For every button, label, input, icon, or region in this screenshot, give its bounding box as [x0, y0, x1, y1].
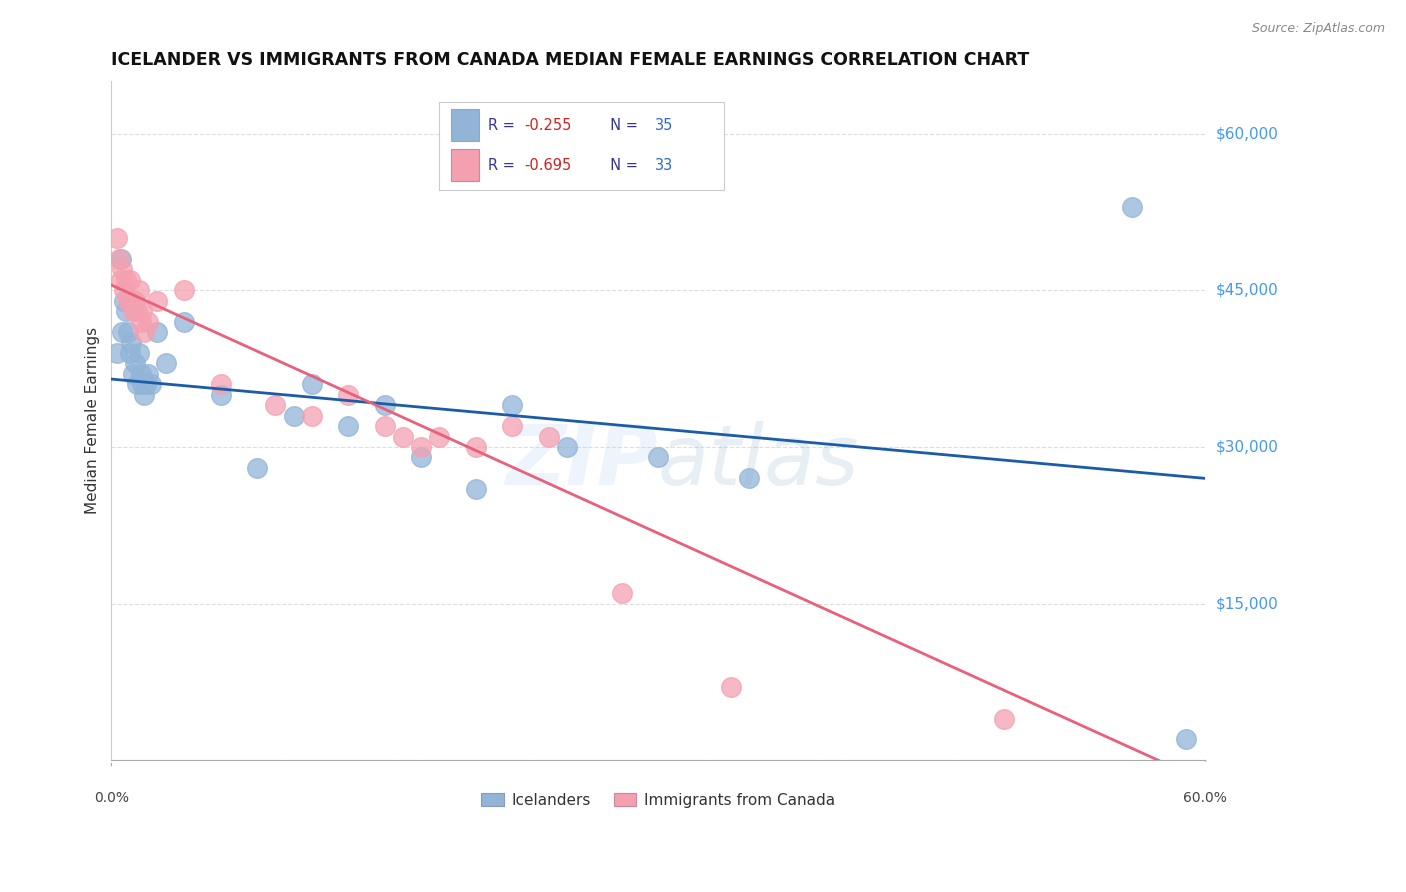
Text: ZIP: ZIP [505, 421, 658, 502]
Point [112, 293, 135, 308]
Point [392, 429, 415, 443]
Point [125, 377, 148, 392]
Point [173, 315, 195, 329]
Text: ICELANDER VS IMMIGRANTS FROM CANADA MEDIAN FEMALE EARNINGS CORRELATION CHART: ICELANDER VS IMMIGRANTS FROM CANADA MEDI… [111, 51, 1029, 69]
Point [122, 304, 145, 318]
Point [129, 367, 152, 381]
Point [120, 293, 142, 308]
Text: 0.0%: 0.0% [94, 791, 129, 805]
Point [111, 262, 134, 277]
Point [112, 283, 135, 297]
Point [129, 315, 152, 329]
Text: atlas: atlas [658, 421, 859, 502]
Point [141, 377, 163, 392]
Point [118, 273, 141, 287]
Point [117, 293, 139, 308]
Point [209, 388, 232, 402]
Point [125, 304, 148, 318]
Point [283, 409, 305, 423]
Point [131, 377, 153, 392]
Point [301, 377, 323, 392]
Point [122, 367, 145, 381]
Point [738, 471, 761, 485]
Text: $30,000: $30,000 [1216, 440, 1278, 455]
Point [411, 450, 433, 465]
Point [209, 377, 232, 392]
Point [301, 409, 323, 423]
Point [134, 388, 156, 402]
Y-axis label: Median Female Earnings: Median Female Earnings [86, 327, 100, 515]
Point [720, 680, 742, 694]
Text: 60.0%: 60.0% [1182, 791, 1226, 805]
Text: $60,000: $60,000 [1216, 126, 1278, 141]
Point [107, 252, 129, 266]
Point [105, 231, 128, 245]
Legend: Icelanders, Immigrants from Canada: Icelanders, Immigrants from Canada [475, 787, 841, 814]
Point [136, 315, 159, 329]
Text: $45,000: $45,000 [1216, 283, 1278, 298]
Point [337, 388, 360, 402]
Point [118, 346, 141, 360]
Point [464, 482, 486, 496]
Point [115, 304, 138, 318]
Point [427, 429, 450, 443]
Point [555, 440, 578, 454]
Point [246, 461, 269, 475]
Point [374, 419, 396, 434]
Point [135, 377, 157, 392]
Point [117, 325, 139, 339]
Point [131, 304, 153, 318]
Point [146, 293, 169, 308]
Point [110, 273, 132, 287]
Point [124, 356, 146, 370]
Point [337, 419, 360, 434]
Point [111, 325, 134, 339]
Point [173, 283, 195, 297]
Point [411, 440, 433, 454]
Text: Source: ZipAtlas.com: Source: ZipAtlas.com [1251, 22, 1385, 36]
Point [128, 283, 150, 297]
Point [374, 398, 396, 412]
Point [501, 398, 523, 412]
Point [537, 429, 560, 443]
Point [501, 419, 523, 434]
Point [146, 325, 169, 339]
Point [647, 450, 669, 465]
Point [110, 252, 132, 266]
Point [134, 325, 156, 339]
Point [120, 335, 142, 350]
Point [124, 293, 146, 308]
Point [993, 712, 1015, 726]
Point [1175, 732, 1198, 747]
Point [115, 273, 138, 287]
Text: $15,000: $15,000 [1216, 596, 1278, 611]
Point [264, 398, 287, 412]
Point [464, 440, 486, 454]
Point [105, 346, 128, 360]
Point [136, 367, 159, 381]
Point [128, 346, 150, 360]
Point [610, 586, 633, 600]
Point [1121, 200, 1143, 214]
Point [155, 356, 177, 370]
